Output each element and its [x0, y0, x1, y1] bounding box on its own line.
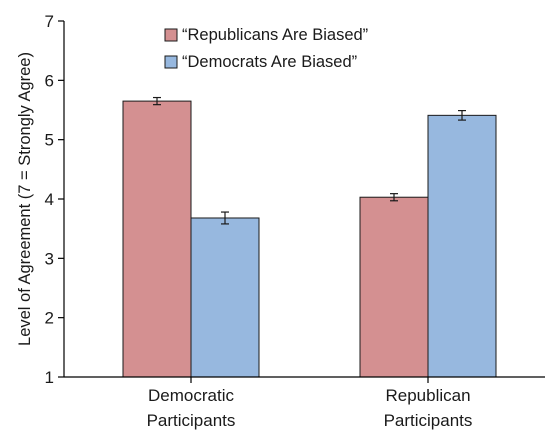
y-tick-label: 5 — [45, 131, 54, 150]
legend: “Republicans Are Biased” “Democrats Are B… — [164, 26, 368, 71]
x-axis-labels: Democratic Participants Republican Particip… — [147, 377, 473, 430]
y-axis-title: Level of Agreement (7 = Strongly Agree) — [16, 52, 34, 346]
bar — [122, 100, 192, 378]
x-category-label: Democratic — [148, 386, 234, 405]
legend-label: “Democrats Are Biased” — [182, 53, 357, 71]
x-category-label: Participants — [384, 411, 473, 430]
x-category-label: Participants — [147, 411, 236, 430]
bars — [122, 100, 497, 378]
y-tick-label: 4 — [45, 190, 54, 209]
legend-swatch — [164, 55, 178, 69]
y-axis-ticks: 1 2 3 4 5 6 7 — [45, 12, 64, 387]
y-tick-label: 6 — [45, 71, 54, 90]
legend-swatch — [164, 28, 178, 42]
x-category-label: Republican — [385, 386, 470, 405]
error-bars — [153, 96, 466, 225]
bar — [427, 114, 497, 378]
y-tick-label: 2 — [45, 309, 54, 328]
y-tick-label: 3 — [45, 249, 54, 268]
y-tick-label: 1 — [45, 368, 54, 387]
bar — [190, 217, 260, 378]
bar — [359, 196, 429, 378]
y-tick-label: 7 — [45, 12, 54, 31]
legend-label: “Republicans Are Biased” — [182, 26, 368, 44]
